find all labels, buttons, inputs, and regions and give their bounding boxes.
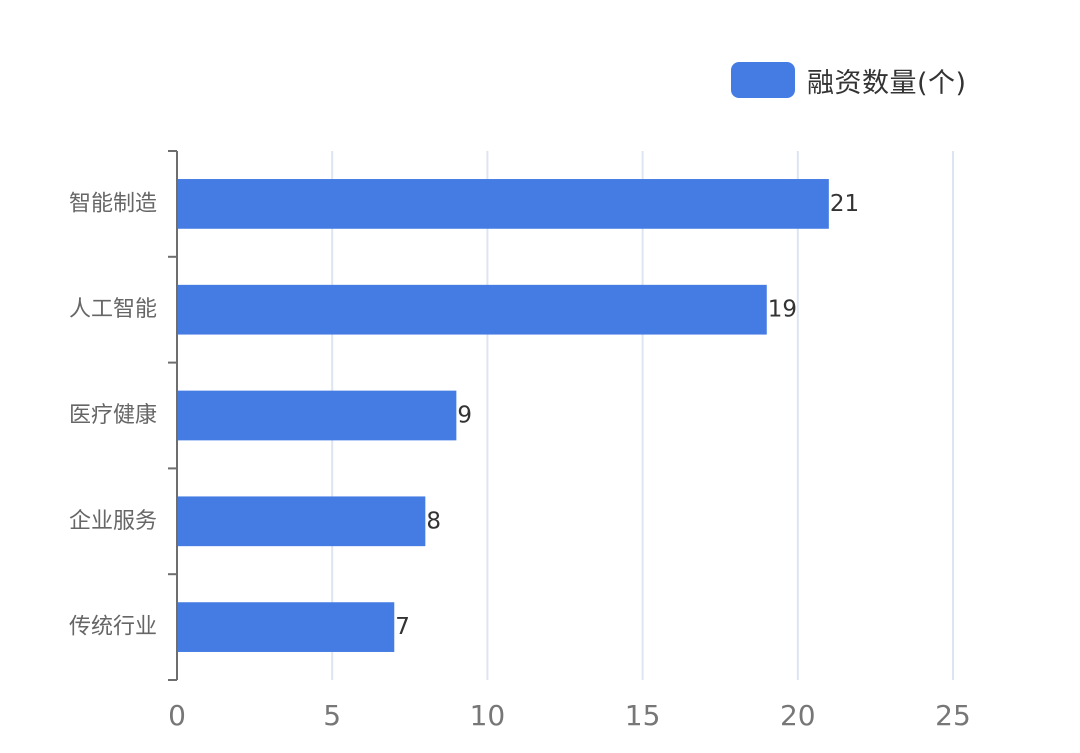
x-tick-label: 10 <box>470 699 506 732</box>
x-tick-label: 15 <box>625 699 661 732</box>
category-label: 人工智能 <box>69 297 157 322</box>
category-label: 企业服务 <box>69 509 157 534</box>
data-label: 9 <box>457 403 472 429</box>
bar <box>177 602 395 652</box>
bar <box>177 284 767 335</box>
axes <box>168 150 178 681</box>
legend: 融资数量(个) <box>731 60 967 100</box>
x-tick-label: 0 <box>168 699 186 732</box>
data-label: 21 <box>830 191 859 217</box>
bar <box>177 179 829 229</box>
category-label: 传统行业 <box>69 615 157 640</box>
category-label: 医疗健康 <box>69 403 157 428</box>
labels: 21 智能制造 19 人工智能 9 医疗健康 8 企业服务 7 传统行业 0 5 10 15 20 25 <box>69 191 971 732</box>
legend-swatch <box>731 62 795 98</box>
bar <box>177 496 426 547</box>
x-tick-label: 5 <box>323 699 341 732</box>
bar <box>177 390 457 441</box>
x-tick-label: 25 <box>935 699 971 732</box>
data-label: 8 <box>426 508 441 534</box>
category-label: 智能制造 <box>69 191 157 216</box>
legend-label: 融资数量(个) <box>807 67 967 99</box>
bars <box>177 179 829 652</box>
data-label: 19 <box>768 297 797 323</box>
x-tick-label: 20 <box>780 699 816 732</box>
data-label: 7 <box>395 614 410 640</box>
